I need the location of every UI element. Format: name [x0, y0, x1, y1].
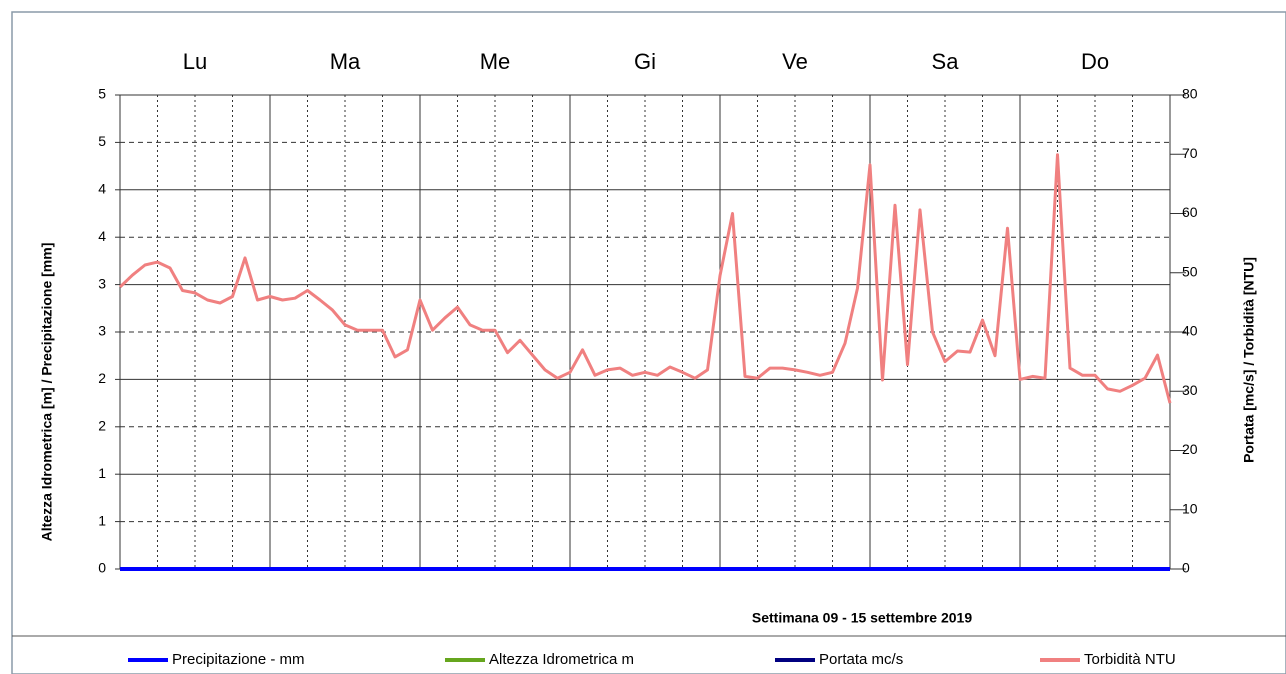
day-label: Me	[480, 49, 511, 74]
day-label: Sa	[932, 49, 960, 74]
series-line	[118, 153, 1172, 404]
day-label: Do	[1081, 49, 1109, 74]
day-label: Ma	[330, 49, 361, 74]
y-tick-label: 5	[98, 133, 106, 149]
y2-tick-label: 40	[1182, 323, 1198, 339]
y2-tick-label: 30	[1182, 382, 1198, 398]
legend-label: Precipitazione - mm	[172, 651, 305, 668]
y-tick-label: 2	[98, 370, 106, 386]
y-tick-label: 4	[98, 228, 106, 244]
y2-tick-label: 60	[1182, 204, 1198, 220]
day-label: Ve	[782, 49, 808, 74]
y2-tick-label: 50	[1182, 263, 1198, 279]
legend-label: Torbidità NTU	[1084, 651, 1176, 668]
legend-label: Altezza Idrometrica m	[489, 651, 634, 668]
y-tick-label: 5	[98, 86, 106, 102]
y2-tick-label: 20	[1182, 441, 1198, 457]
y-tick-label: 3	[98, 323, 106, 339]
y-tick-label: 4	[98, 181, 106, 197]
frame	[11, 11, 1286, 674]
y-tick-label: 0	[98, 560, 106, 576]
x-axis-title: Settimana 09 - 15 settembre 2019	[752, 610, 972, 626]
y2-tick-label: 10	[1182, 500, 1198, 516]
y2-axis-title: Portata [mc/s] / Torbidità [NTU]	[1241, 257, 1257, 463]
y-tick-label: 1	[98, 465, 106, 481]
y2-tick-label: 80	[1182, 86, 1198, 102]
y2-tick-label: 70	[1182, 145, 1198, 161]
day-label: Gi	[634, 49, 656, 74]
y-tick-label: 3	[98, 275, 106, 291]
y-tick-label: 1	[98, 512, 106, 528]
y-axis-title: Altezza Idrometrica [m] / Precipitazione…	[39, 243, 55, 542]
day-label: Lu	[183, 49, 207, 74]
legend-label: Portata mc/s	[819, 651, 903, 668]
y2-tick-label: 0	[1182, 560, 1190, 576]
y-tick-label: 2	[98, 418, 106, 434]
